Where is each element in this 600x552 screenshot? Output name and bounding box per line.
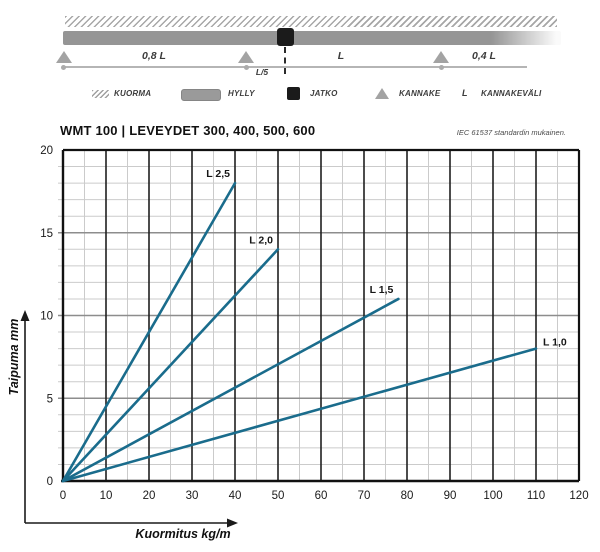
svg-text:0: 0 xyxy=(47,476,53,488)
svg-text:5: 5 xyxy=(47,393,53,405)
svg-text:10: 10 xyxy=(100,490,113,502)
svg-text:30: 30 xyxy=(186,490,199,502)
svg-text:L 1,0: L 1,0 xyxy=(543,337,567,349)
deflection-chart: 0 10 20 30 40 50 60 70 80 90 100 110 120 0 5 10 15 20 L 2,… xyxy=(7,145,589,541)
joint-icon xyxy=(287,87,300,100)
svg-text:L 1,5: L 1,5 xyxy=(370,284,394,296)
dimension-marker xyxy=(60,64,66,70)
page-title: WMT 100 | LEVEYDET 300, 400, 500, 600 xyxy=(60,123,316,138)
legend-label-jatko: JATKO xyxy=(310,89,338,98)
legend-label-kuorma: KUORMA xyxy=(114,89,152,98)
bracket-icon xyxy=(56,51,72,63)
axes-layer xyxy=(20,148,581,528)
svg-text:120: 120 xyxy=(569,490,588,502)
svg-text:Taipuma mm: Taipuma mm xyxy=(7,319,21,396)
bracket-icon xyxy=(433,51,449,63)
svg-text:L 2,0: L 2,0 xyxy=(249,234,273,246)
shelf-bar xyxy=(63,31,561,45)
grid-layer xyxy=(58,150,579,481)
legend-label-kannakevali: KANNAKEVÄLI xyxy=(481,89,542,98)
svg-text:20: 20 xyxy=(40,145,53,157)
svg-text:90: 90 xyxy=(444,490,457,502)
legend-label-hylly: HYLLY xyxy=(228,89,255,98)
span-label-mid: L xyxy=(337,50,345,62)
svg-text:40: 40 xyxy=(229,490,242,502)
load-hatch-icon xyxy=(65,16,557,27)
span-label-left: 0,8 L xyxy=(142,50,166,62)
dimension-marker xyxy=(438,64,444,70)
legend-label-kannake: KANNAKE xyxy=(399,89,441,98)
svg-text:50: 50 xyxy=(272,490,285,502)
svg-text:L 2,5: L 2,5 xyxy=(206,168,230,180)
svg-text:10: 10 xyxy=(40,311,53,323)
svg-text:100: 100 xyxy=(483,490,502,502)
load-hatch-icon xyxy=(92,90,109,98)
bracket-icon xyxy=(238,51,254,63)
svg-text:60: 60 xyxy=(315,490,328,502)
svg-text:80: 80 xyxy=(401,490,414,502)
bracket-icon xyxy=(375,88,389,99)
span-label-right: 0,4 L xyxy=(472,50,496,62)
standard-note: IEC 61537 standardin mukainen. xyxy=(456,128,566,137)
dimension-marker xyxy=(243,64,249,70)
joint-dashed-line xyxy=(284,47,286,74)
joint-offset-label: L/5 xyxy=(255,67,269,77)
svg-text:0: 0 xyxy=(60,490,66,502)
svg-text:20: 20 xyxy=(143,490,156,502)
svg-text:15: 15 xyxy=(40,228,53,240)
svg-text:70: 70 xyxy=(358,490,371,502)
svg-text:110: 110 xyxy=(527,490,545,502)
shelf-icon xyxy=(181,89,221,101)
length-symbol: L xyxy=(462,88,468,98)
svg-text:Kuormitus kg/m: Kuormitus kg/m xyxy=(135,527,230,541)
labels-layer: 0 10 20 30 40 50 60 70 80 90 100 110 120 0 5 10 15 20 L 2,… xyxy=(7,145,589,541)
dimension-line xyxy=(63,66,527,68)
series-layer xyxy=(61,181,538,483)
joint-icon xyxy=(277,28,294,46)
